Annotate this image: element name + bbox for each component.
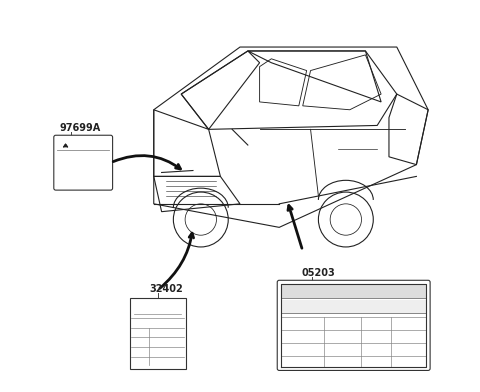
- Polygon shape: [63, 144, 68, 147]
- Bar: [281, 300, 426, 313]
- FancyArrowPatch shape: [160, 233, 193, 288]
- FancyBboxPatch shape: [54, 135, 113, 190]
- FancyArrowPatch shape: [288, 205, 302, 248]
- Text: 32402: 32402: [149, 284, 183, 294]
- FancyBboxPatch shape: [130, 298, 185, 369]
- Bar: [281, 285, 426, 298]
- Text: 05203: 05203: [301, 269, 336, 278]
- Text: 97699A: 97699A: [60, 123, 101, 133]
- FancyBboxPatch shape: [277, 280, 430, 370]
- FancyArrowPatch shape: [113, 156, 180, 169]
